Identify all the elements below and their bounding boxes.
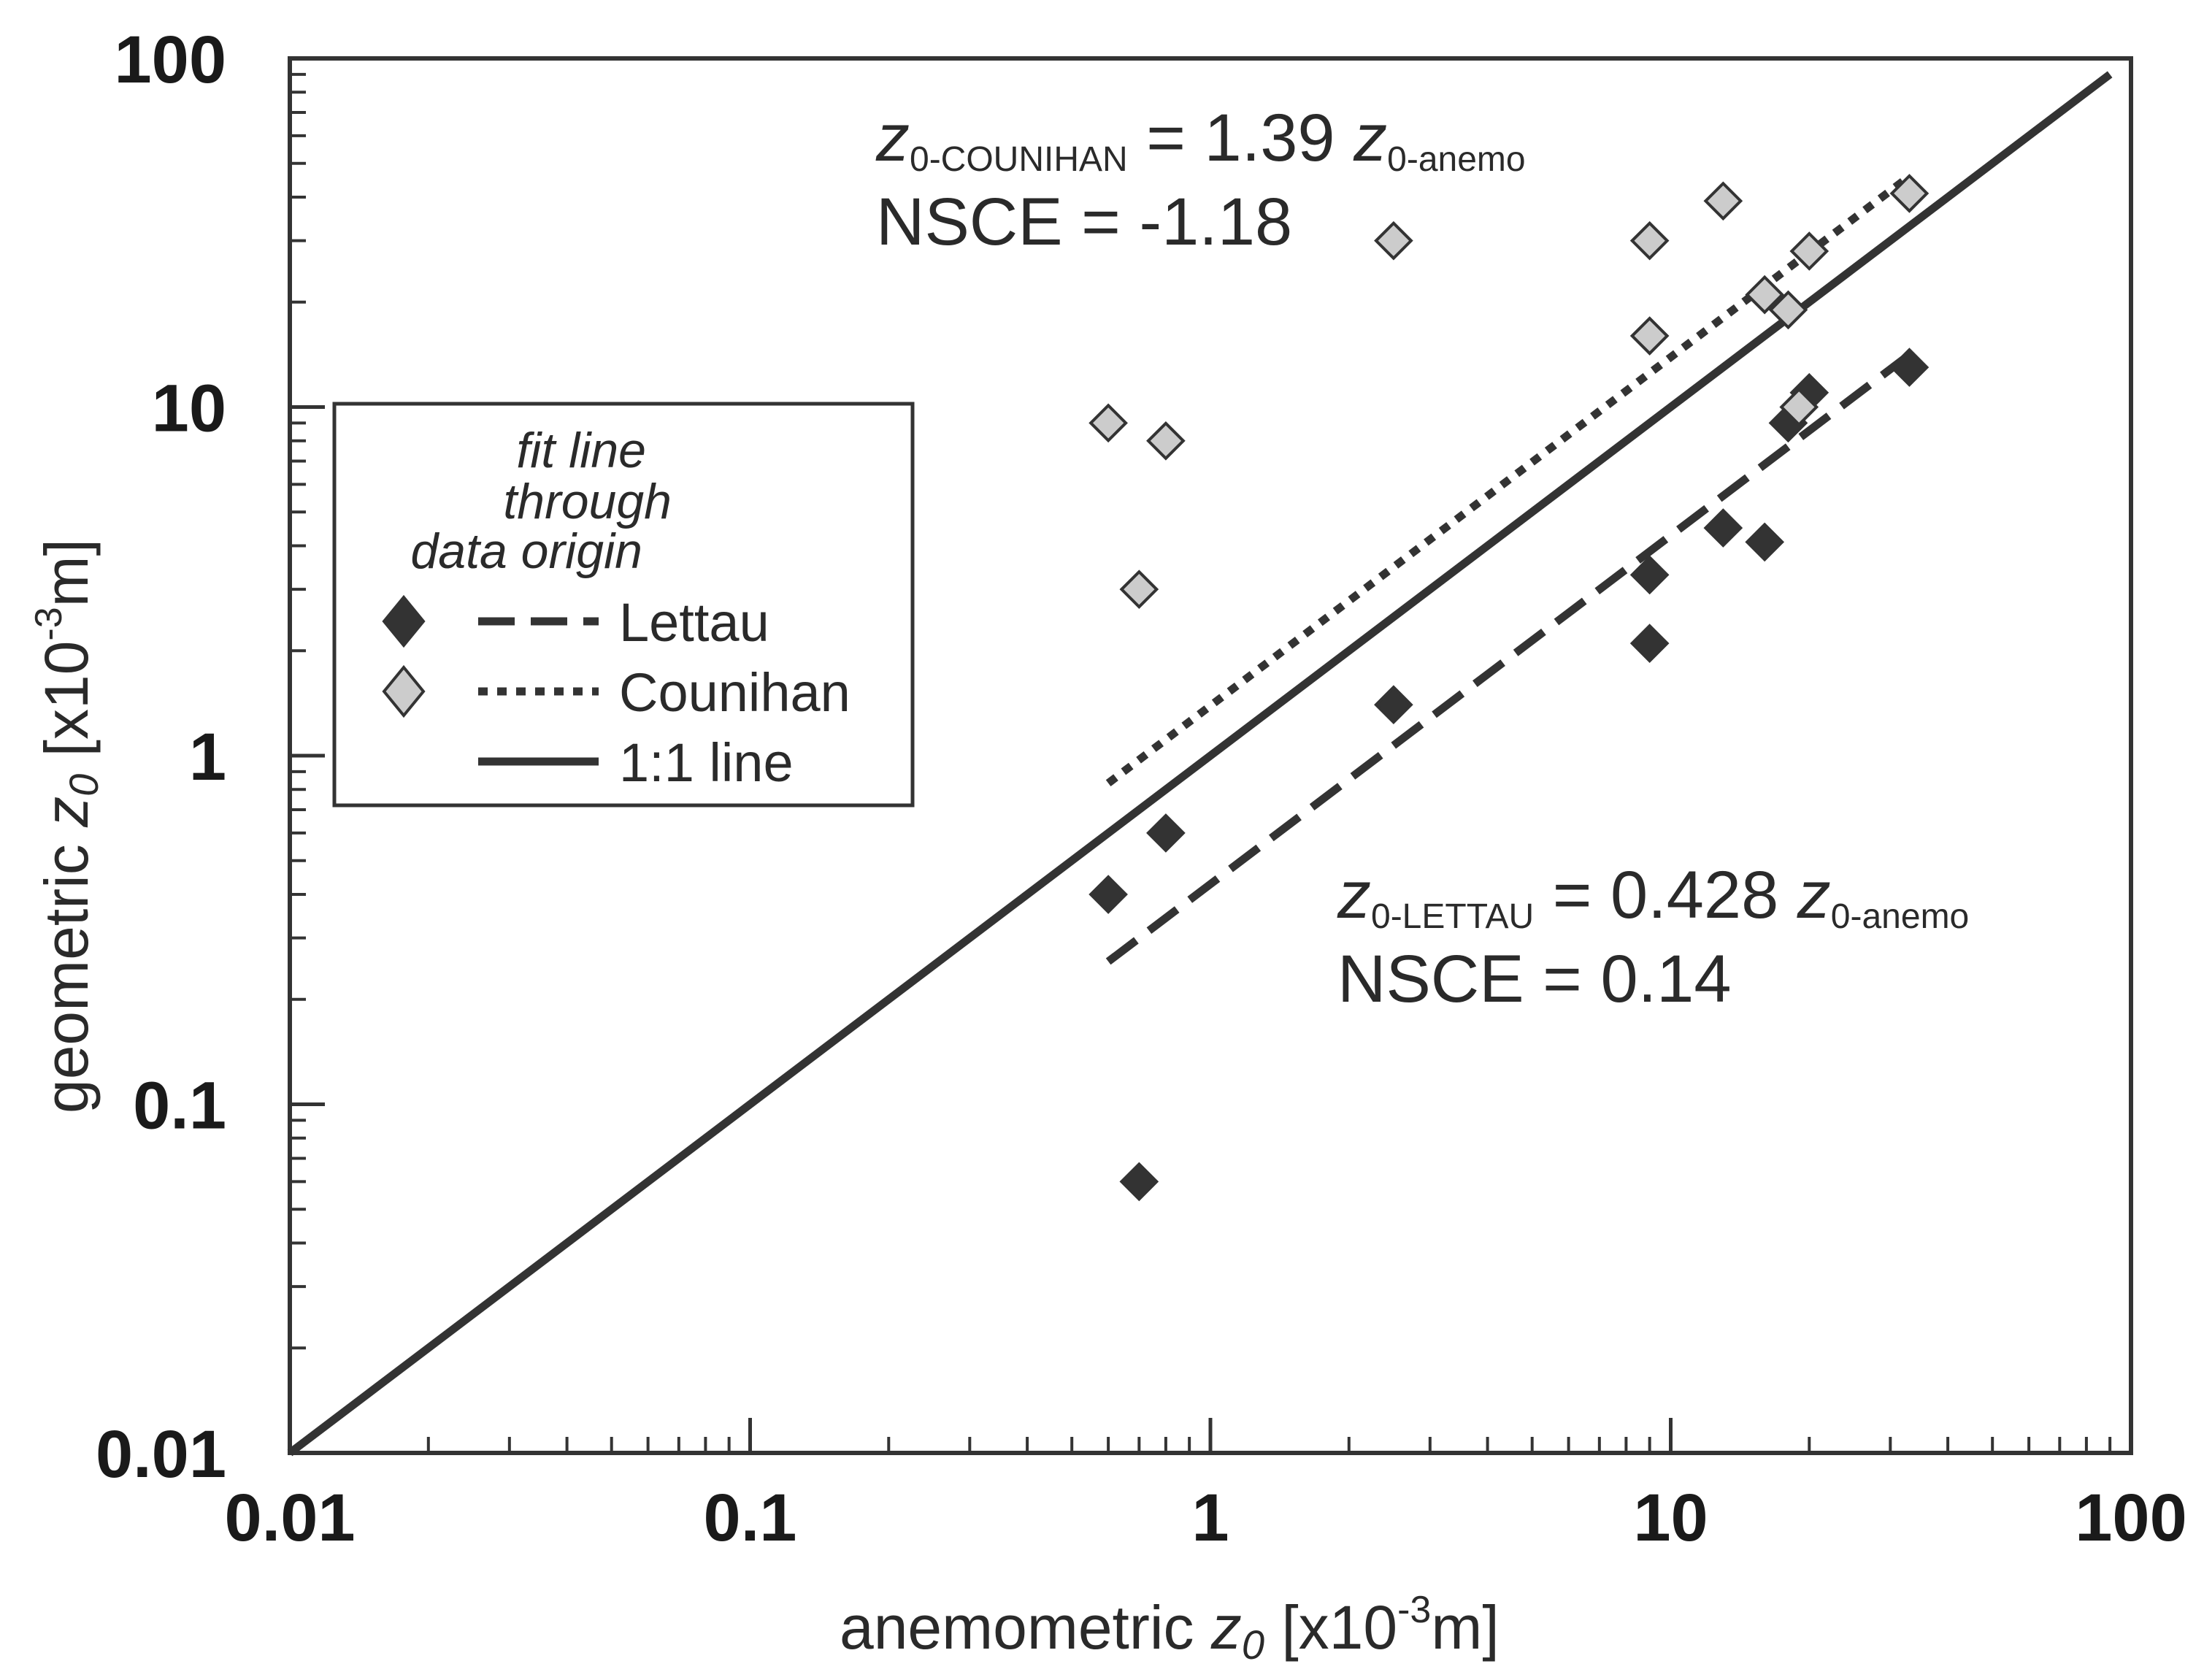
x-tick-label: 0.01 (224, 1481, 355, 1555)
lettau-point (1629, 555, 1670, 595)
legend-lettau-marker (382, 594, 426, 648)
y-tick-label: 0.1 (133, 1069, 226, 1143)
legend-heading-line-3: data origin (410, 523, 642, 579)
fit-lines (287, 71, 2113, 1457)
lettau-point (1088, 875, 1128, 914)
counihan-point (1119, 569, 1159, 610)
legend-counihan-label: Counihan (619, 662, 851, 723)
counihan-point (1889, 174, 1930, 213)
y-tick-label: 0.01 (96, 1417, 226, 1492)
legend-lettau-label: Lettau (619, 592, 769, 653)
plot-frame (288, 56, 2133, 1455)
counihan-fit-line (1105, 173, 1912, 787)
svg-text:NSCE = 0.14: NSCE = 0.14 (1337, 942, 1732, 1016)
lettau-point (1374, 685, 1413, 725)
lettau-fit-annotation: z0-LETTAU = 0.428 z0-anemo NSCE = 0.14 (1337, 858, 1969, 1016)
legend-counihan-marker (382, 664, 426, 718)
counihan-point (1768, 290, 1808, 330)
legend-one-to-one-label: 1:1 line (619, 732, 794, 793)
counihan-point (1703, 181, 1743, 221)
counihan-point (1629, 220, 1670, 261)
lettau-point (1889, 348, 1930, 387)
x-tick-label: 100 (2075, 1481, 2187, 1555)
lettau-point (1745, 522, 1785, 562)
data-points (1088, 174, 1930, 1202)
x-tick-label: 0.1 (704, 1481, 797, 1555)
y-tick-label: 10 (152, 372, 226, 446)
svg-text:z0-COUNIHAN = 1.39 z0-anemo: z0-COUNIHAN = 1.39 z0-anemo (875, 101, 1526, 179)
counihan-point (1088, 403, 1128, 443)
counihan-point (1629, 316, 1670, 356)
counihan-point (1374, 220, 1413, 261)
x-tick-label: 10 (1633, 1481, 1708, 1555)
lettau-point (1703, 508, 1743, 548)
counihan-point (1146, 421, 1186, 461)
lettau-fit-line (1105, 351, 1912, 965)
counihan-point (1745, 275, 1785, 315)
y-tick-label: 1 (189, 720, 226, 794)
y-axis-title: geometric z0 [x10-3m] (28, 539, 107, 1113)
one-to-one-line (287, 71, 2113, 1457)
x-tick-labels: 0.01 0.1 1 10 100 (224, 1481, 2186, 1555)
legend-box (332, 402, 915, 808)
legend-heading-line-2: through (503, 474, 672, 529)
x-axis-title: anemometric z0 [x10-3m] (840, 1589, 1500, 1668)
counihan-point (1789, 231, 1829, 271)
lettau-point (1629, 624, 1670, 663)
counihan-point (1779, 387, 1819, 427)
lettau-point (1119, 1162, 1159, 1202)
y-tick-label: 100 (115, 23, 227, 97)
lettau-point (1146, 813, 1186, 853)
svg-text:z0-LETTAU = 0.428 z0-anemo: z0-LETTAU = 0.428 z0-anemo (1337, 858, 1969, 936)
y-tick-labels: 0.01 0.1 1 10 100 (96, 23, 226, 1492)
legend-heading-line-1: fit line (516, 423, 646, 478)
svg-text:NSCE = -1.18: NSCE = -1.18 (876, 185, 1292, 259)
axis-ticks (288, 72, 2112, 1455)
counihan-fit-annotation: z0-COUNIHAN = 1.39 z0-anemo NSCE = -1.18 (875, 101, 1526, 259)
x-tick-label: 1 (1191, 1481, 1229, 1555)
legend: fit line through data origin Lettau Coun… (332, 402, 915, 808)
